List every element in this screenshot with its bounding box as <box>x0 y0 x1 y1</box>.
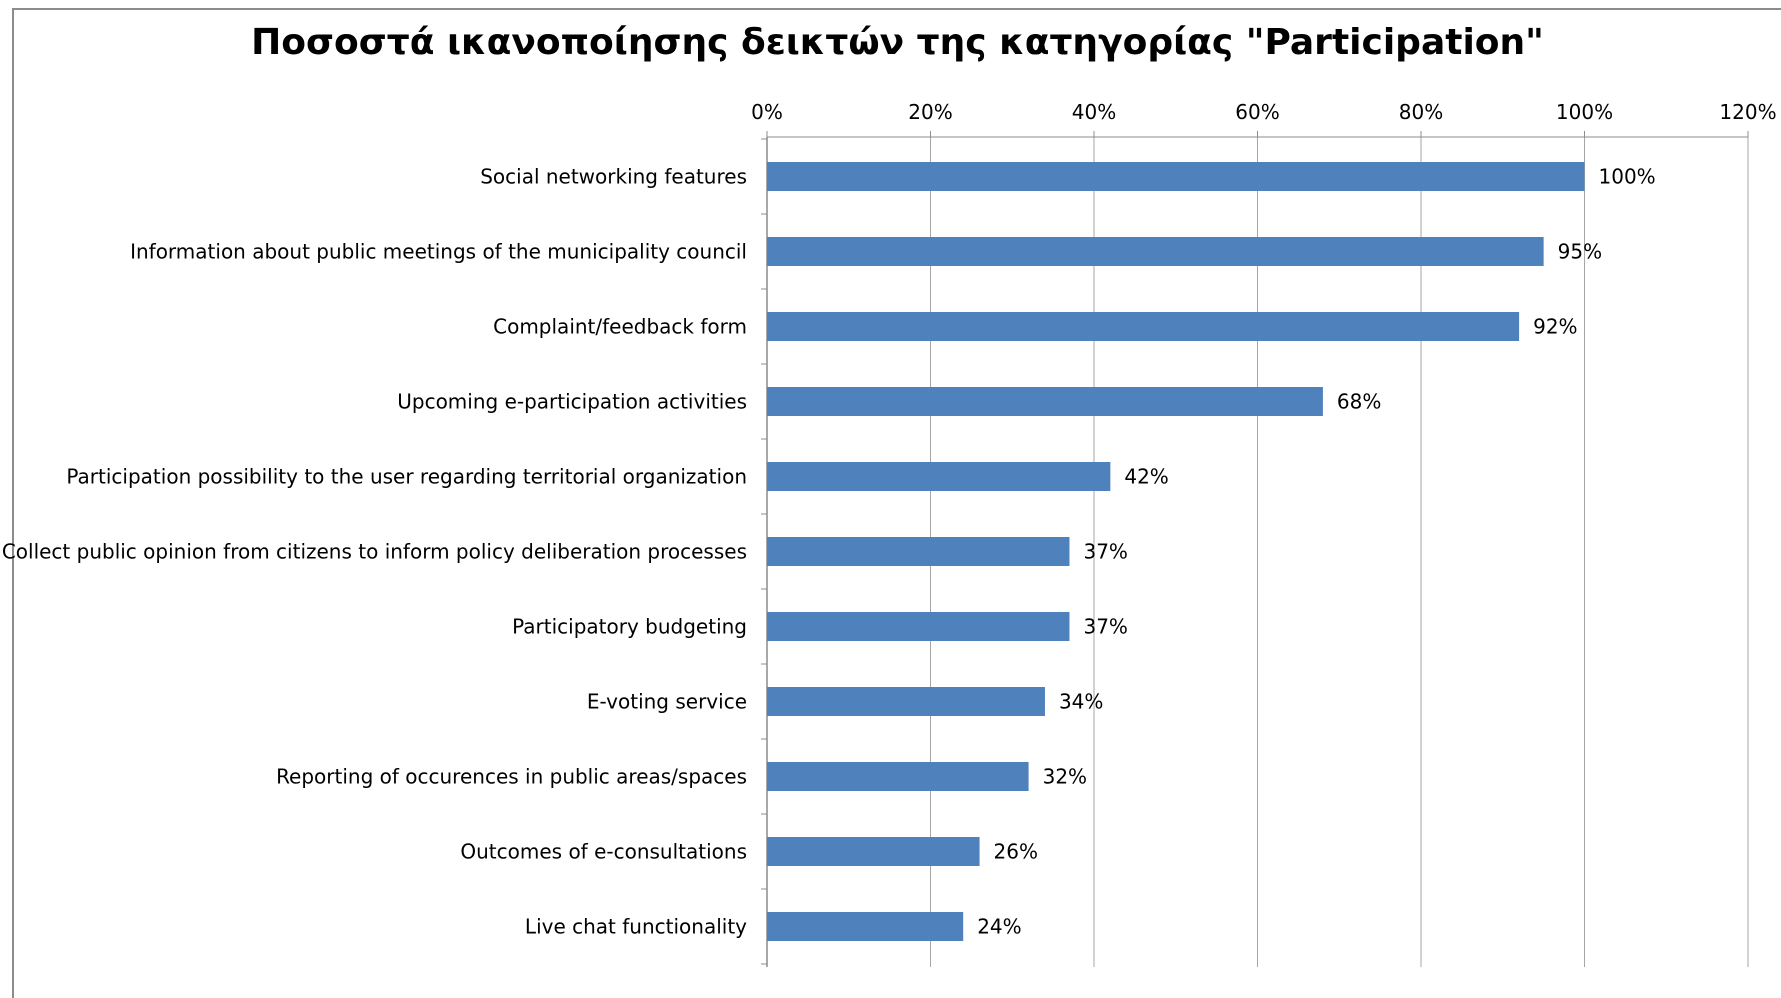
data-label: 32% <box>1043 765 1087 789</box>
x-tick-label: 40% <box>1072 100 1116 124</box>
data-labels: 100% 95% 92% 68% 42% 37% 37% 34% 32% 26% 24% <box>977 165 1655 939</box>
data-label: 37% <box>1083 615 1127 639</box>
bars <box>767 162 1585 941</box>
x-tick-label: 0% <box>751 100 783 124</box>
data-label: 92% <box>1533 315 1577 339</box>
bar <box>767 462 1111 491</box>
bar <box>767 612 1070 641</box>
chart-title: Ποσοστά ικανοποίησης δεικτών της κατηγορ… <box>251 22 1544 63</box>
category-label: Participation possibility to the user re… <box>66 465 747 489</box>
data-label: 24% <box>977 915 1021 939</box>
bar <box>767 687 1045 716</box>
data-label: 68% <box>1337 390 1381 414</box>
x-tick-label: 20% <box>908 100 952 124</box>
category-label: Complaint/feedback form <box>493 315 747 339</box>
data-label: 37% <box>1083 540 1127 564</box>
data-label: 95% <box>1558 240 1602 264</box>
category-label: Upcoming e-participation activities <box>397 390 747 414</box>
data-label: 26% <box>994 840 1038 864</box>
gridlines <box>930 137 1749 967</box>
bar <box>767 537 1070 566</box>
data-label: 100% <box>1599 165 1656 189</box>
x-tick-label: 80% <box>1399 100 1443 124</box>
x-tick-label: 120% <box>1719 100 1776 124</box>
bar <box>767 312 1520 341</box>
bar <box>767 162 1585 191</box>
category-label: Collect public opinion from citizens to … <box>2 540 747 564</box>
category-label: Reporting of occurences in public areas/… <box>276 765 747 789</box>
category-label: Participatory budgeting <box>512 615 747 639</box>
bar <box>767 387 1323 416</box>
x-tick-label: 60% <box>1235 100 1279 124</box>
category-label: Outcomes of e-consultations <box>460 840 747 864</box>
data-label: 42% <box>1124 465 1168 489</box>
category-labels: Social networking features Information ab… <box>2 165 747 939</box>
x-tick-label: 100% <box>1556 100 1613 124</box>
data-label: 34% <box>1059 690 1103 714</box>
category-label: Live chat functionality <box>525 915 747 939</box>
bar <box>767 762 1029 791</box>
bar <box>767 237 1544 266</box>
x-tick-labels: 0% 20% 40% 60% 80% 100% 120% <box>751 100 1776 124</box>
category-label: Information about public meetings of the… <box>130 240 747 264</box>
bar <box>767 912 964 941</box>
category-label: E-voting service <box>587 690 747 714</box>
category-label: Social networking features <box>480 165 747 189</box>
bar <box>767 837 980 866</box>
